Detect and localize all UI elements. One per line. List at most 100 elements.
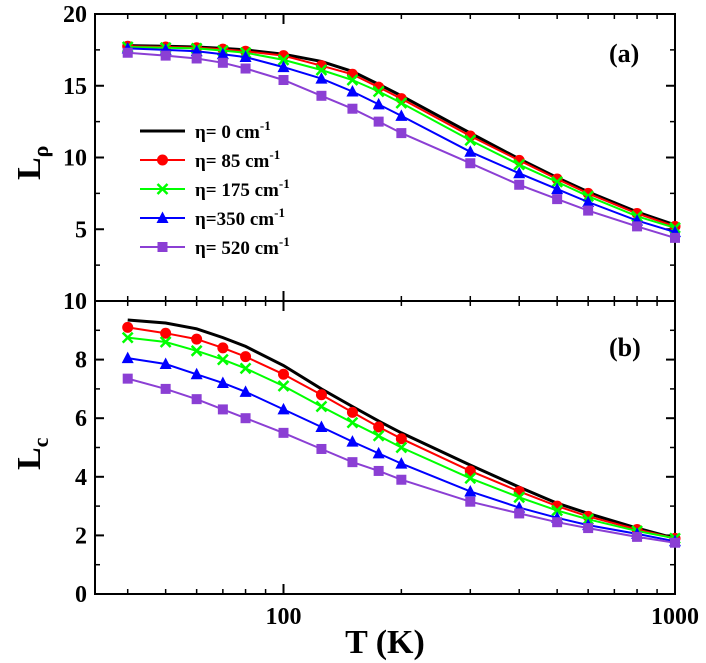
panel-1-series-2-point-8 <box>372 429 385 442</box>
legend-marker-3 <box>156 211 169 223</box>
legend-label-2-sup: -1 <box>279 176 290 191</box>
panel-0-series-3-point-4 <box>239 50 252 63</box>
legend-label-1-sup: -1 <box>269 147 280 162</box>
panel-1-series-1-line <box>127 326 676 540</box>
panel-0-series-2-point-7-stroke-b <box>346 74 359 86</box>
legend-label-0-main: η= 0 cm <box>195 122 260 143</box>
panel-1-series-2-point-3 <box>216 353 229 366</box>
x-tick-label-0: 100 <box>266 604 302 630</box>
panel-b-frame <box>94 300 676 595</box>
ticks-layer: 5 10 15 20 0 2 4 6 8 10 100 1000 <box>63 2 699 630</box>
panel-1-ytick-label-4: 8 <box>75 348 87 374</box>
panel-1-series-1-point-2 <box>191 333 203 345</box>
panel-1-series-4-point-14 <box>632 531 643 542</box>
panel-1-series-2-point-4 <box>239 362 252 375</box>
panel-1-ytick-label-1: 2 <box>75 523 87 549</box>
panel-0-series-2-point-11-stroke-b <box>513 158 526 171</box>
panel-0-series-4 <box>122 47 680 243</box>
panel-0-series-2-point-12-stroke-b <box>551 176 564 188</box>
panel-1-series-2-point-0-stroke-b <box>121 331 134 344</box>
panel-1-series-3-point-10 <box>464 484 477 497</box>
legend-label-0: η= 0 cm-1 <box>195 118 271 143</box>
panel-0-series-2-point-11 <box>513 158 526 171</box>
legend-marker-4 <box>157 242 168 252</box>
panel-0-series-3-point-7 <box>346 84 359 97</box>
panel-0-series-4-point-2 <box>191 53 202 64</box>
legend-label-4: η= 520 cm-1 <box>195 234 290 259</box>
panel-1-ytick-label-5: 10 <box>63 289 87 315</box>
panel-1-series-2-point-6 <box>315 400 328 413</box>
legend-label-1-main: η= 85 cm <box>195 151 270 172</box>
panel-0-series-3-point-3 <box>216 47 229 60</box>
legend-label-2: η= 175 cm-1 <box>195 176 290 201</box>
legend-label-3: η=350 cm-1 <box>195 205 285 230</box>
panel-0-series-4-point-7 <box>347 103 358 114</box>
panel-a-ylabel-sub: ρ <box>28 146 53 158</box>
panel-1-series-3-point-6 <box>315 420 328 432</box>
series-layer <box>121 40 681 548</box>
panel-0-series-3-point-11 <box>513 166 526 179</box>
panel-1-series-1-point-10 <box>464 465 476 477</box>
panel-0-series-2-point-8-stroke-b <box>372 85 385 98</box>
panel-1-series-4-line <box>127 377 676 544</box>
panel-0-series-2-point-5-stroke-b <box>277 54 290 66</box>
panel-1-series-1-point-4 <box>240 351 252 363</box>
panel-1-series-3-point-2 <box>190 367 203 380</box>
panel-1-series-2-point-10-stroke-b <box>464 472 477 485</box>
panel-0-series-2-point-10 <box>464 134 477 147</box>
panel-0-ytick-label-3: 20 <box>63 2 87 28</box>
panel-1-series-2-point-5 <box>277 380 290 392</box>
panel-0-series-4-point-1 <box>160 50 171 61</box>
panel-1-series-3-point-9 <box>395 457 408 469</box>
panel-b-ylabel-sub: c <box>28 437 53 447</box>
panel-1-ytick-label-0: 0 <box>75 582 87 608</box>
panel-1-series-4-point-7 <box>347 457 358 468</box>
panel-1-series-3-point-5 <box>277 402 290 415</box>
panel-0-series-4-point-10 <box>465 158 476 169</box>
panel-0-series-4-point-0 <box>122 47 133 58</box>
panel-1-series-2-point-10 <box>464 472 477 485</box>
panel-0-series-4-point-5 <box>278 75 289 86</box>
panel-1-series-2-point-7 <box>346 416 359 429</box>
panel-0-series-2-point-5 <box>277 54 290 66</box>
panel-0-ytick-label-1: 10 <box>63 146 87 172</box>
legend-label-2-main: η= 175 cm <box>195 180 279 201</box>
panel-1-series-2-point-2-stroke-b <box>190 344 203 357</box>
panel-1-series-2-point-0 <box>121 331 134 344</box>
panel-1-series-2-point-7-stroke-b <box>346 416 359 429</box>
panel-0-series-2-point-12 <box>551 176 564 188</box>
panel-a-label: (a) <box>609 39 639 68</box>
panel-1-series-4-point-8 <box>373 465 384 476</box>
legend-label-0-sup: -1 <box>260 118 271 133</box>
panel-0-series-2-point-9 <box>395 97 408 109</box>
panel-1-series-4-point-15 <box>670 537 680 548</box>
panel-1-series-4-point-6 <box>316 443 327 454</box>
panel-0-series-2-point-10-stroke-b <box>464 134 477 147</box>
x-tick-label-1: 1000 <box>651 604 699 630</box>
panel-1-series-2-point-1 <box>159 336 172 348</box>
panel-1-series-3-point-3 <box>216 376 229 389</box>
legend-layer: η= 0 cm-1η= 85 cm-1η= 175 cm-1η=350 cm-1… <box>140 118 290 259</box>
panel-1-series-0-line <box>127 318 676 540</box>
panel-0-series-2-point-9-stroke-b <box>395 97 408 109</box>
panel-1-series-4-point-4 <box>240 413 251 424</box>
panel-0-ytick-label-2: 15 <box>63 74 87 100</box>
panel-1-series-2-point-9 <box>395 441 408 454</box>
panel-0-series-4-point-13 <box>583 205 594 216</box>
panel-0-series-4-point-4 <box>240 63 251 74</box>
panel-0-series-2-line <box>127 46 676 229</box>
panel-1-series-3-point-8 <box>372 446 385 459</box>
panel-0-series-1-point-12 <box>551 173 563 185</box>
panel-1-series-2-point-3-stroke-b <box>216 353 229 366</box>
legend-label-4-main: η= 520 cm <box>195 238 279 259</box>
panel-a-ylabel: Lρ <box>11 146 53 180</box>
panel-1-series-3-line <box>127 357 676 543</box>
panel-b-label: (b) <box>609 333 641 362</box>
panel-0-series-2-point-7 <box>346 74 359 86</box>
panel-1-series-4-point-1 <box>160 383 171 394</box>
panel-1-series-4-point-2 <box>191 394 202 405</box>
legend-marker-2-stroke-b <box>156 183 169 195</box>
panel-0-series-3-point-9 <box>395 109 408 121</box>
legend-marker-2 <box>156 183 169 195</box>
